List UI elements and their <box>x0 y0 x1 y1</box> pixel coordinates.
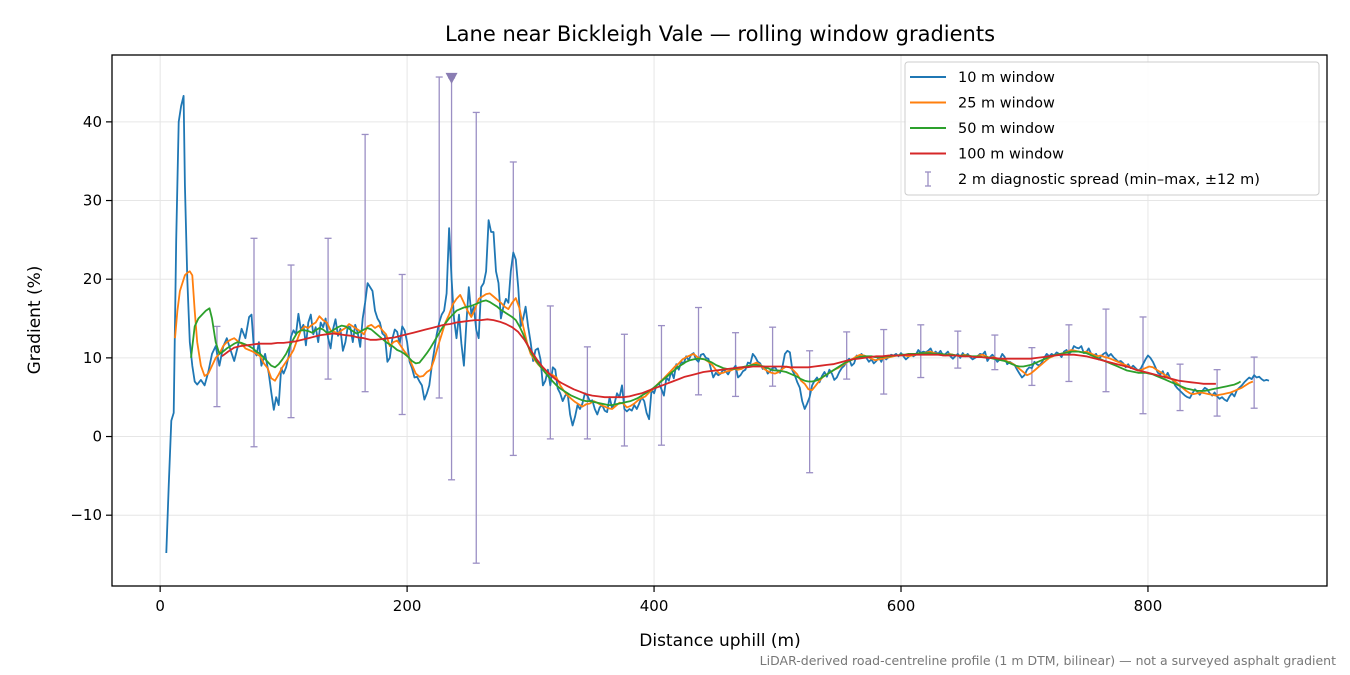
plot-area <box>165 72 1270 564</box>
legend-label: 50 m window <box>958 121 1055 137</box>
chart-title: Lane near Bickleigh Vale — rolling windo… <box>445 22 995 46</box>
x-axis-label: Distance uphill (m) <box>639 631 800 651</box>
legend-box <box>904 61 1320 196</box>
plot-frame <box>111 54 1328 587</box>
y-axis: −10 0 10 20 30 40 <box>70 113 112 524</box>
legend: 10 m window 25 m window 50 m window 100 m w… <box>904 61 1320 196</box>
x-tick-label: 400 <box>640 597 669 615</box>
x-tick-label: 800 <box>1134 597 1163 615</box>
series-line-0 <box>165 95 1270 554</box>
legend-label: 2 m diagnostic spread (min–max, ±12 m) <box>958 172 1260 188</box>
grid <box>112 55 1327 586</box>
legend-label: 100 m window <box>958 147 1064 163</box>
y-tick-label: −10 <box>70 506 102 524</box>
y-tick-label: 20 <box>83 270 102 288</box>
series-line-2 <box>190 299 1242 406</box>
x-axis: 0 200 400 600 800 <box>155 586 1162 615</box>
legend-label: 10 m window <box>958 70 1055 86</box>
y-tick-label: 10 <box>83 349 102 367</box>
x-tick-label: 0 <box>155 597 165 615</box>
y-axis-label: Gradient (%) <box>25 266 45 375</box>
x-tick-label: 600 <box>887 597 916 615</box>
chart-note: LiDAR-derived road-centreline profile (1… <box>760 653 1336 668</box>
legend-label: 25 m window <box>958 96 1055 112</box>
clipped-marker-triangle <box>445 72 458 84</box>
y-tick-label: 30 <box>83 192 102 210</box>
y-tick-label: 40 <box>83 113 102 131</box>
series-line-3 <box>221 318 1216 399</box>
y-tick-label: 0 <box>92 428 102 446</box>
x-tick-label: 200 <box>393 597 422 615</box>
series-line-1 <box>174 270 1254 410</box>
